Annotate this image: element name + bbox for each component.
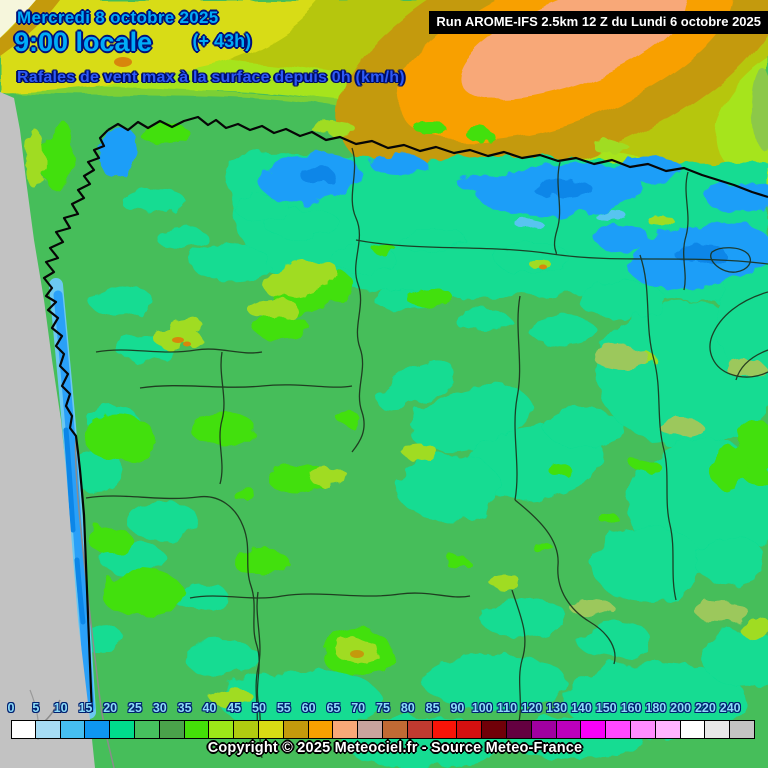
variable-label: Rafales de vent max à la surface depuis … [17,69,405,86]
sea-gust-bands [0,0,768,192]
sea-orange-speck [114,57,132,67]
copyright-text: Copyright © 2025 Meteociel.fr - Source M… [207,740,583,756]
sea-corner-wedges [0,0,132,67]
province-borders [85,147,768,759]
run-info-box: Run AROME-IFS 2.5km 12 Z du Lundi 6 octo… [429,11,768,34]
forecast-offset: (+ 43h) [192,31,252,51]
orange-gust-specks [172,264,547,658]
local-time: 9:00 locale [14,27,153,57]
time-row: 9:00 locale (+ 43h) [14,29,251,56]
run-info-text: Run AROME-IFS 2.5km 12 Z du Lundi 6 octo… [436,14,761,29]
pale-olive-patches [570,243,765,623]
date-line: Mercredi 8 octobre 2025 [17,8,219,27]
north-coast-light-blue-specks [516,209,626,230]
coastline [42,115,768,713]
